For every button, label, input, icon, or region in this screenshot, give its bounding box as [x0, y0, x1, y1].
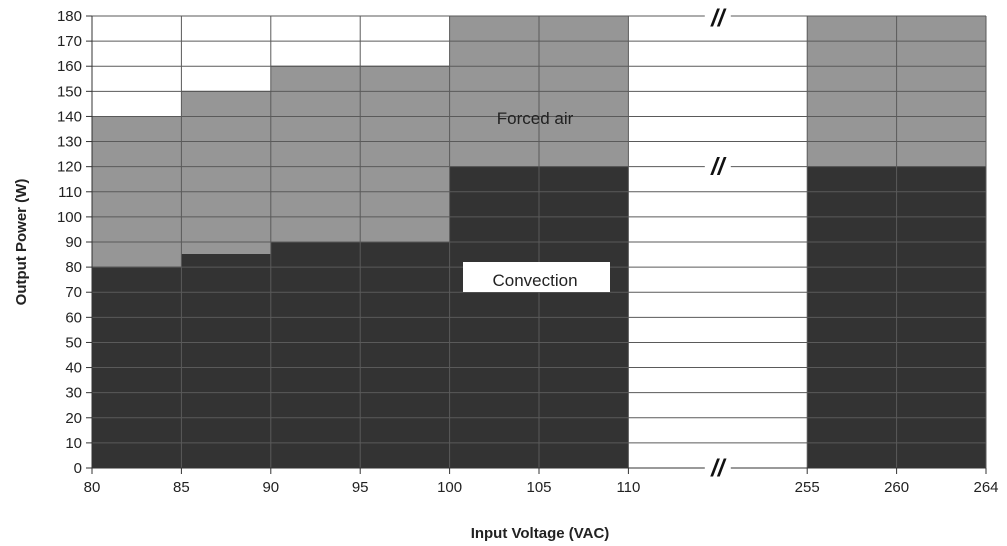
y-tick-label: 100: [57, 209, 82, 226]
axis-break-gap: [704, 156, 731, 177]
y-tick-label: 60: [65, 309, 82, 326]
y-tick-label: 170: [57, 33, 82, 50]
y-tick-label: 40: [65, 360, 82, 377]
y-axis: 0 10 20 30 40 50 60 70 80 90 100 110 120 130 140 150 160…: [57, 8, 92, 477]
y-tick-label: 10: [65, 435, 82, 452]
forced-air-label: Forced air: [497, 109, 574, 128]
y-tick-label: 50: [65, 334, 82, 351]
axis-break-mark: //: [710, 455, 727, 482]
annotations: Forced air Convection: [463, 109, 610, 292]
y-tick-label: 180: [57, 8, 82, 25]
axis-breaks: // // //: [704, 5, 731, 482]
x-tick-label: 255: [795, 479, 820, 496]
y-tick-label: 130: [57, 134, 82, 151]
axis-break-mark: //: [710, 154, 727, 181]
x-tick-label: 90: [262, 479, 279, 496]
y-tick-label: 140: [57, 108, 82, 125]
x-axis-title: Input Voltage (VAC): [471, 525, 610, 542]
convection-label-box: [463, 262, 610, 292]
x-tick-label: 264: [973, 479, 998, 496]
y-tick-label: 0: [74, 460, 82, 477]
x-tick-label: 260: [884, 479, 909, 496]
y-tick-label: 20: [65, 410, 82, 427]
convection-bar: [181, 254, 271, 468]
y-tick-label: 70: [65, 284, 82, 301]
y-tick-label: 110: [58, 184, 82, 201]
y-tick-label: 120: [57, 159, 82, 176]
y-tick-label: 150: [57, 83, 82, 100]
x-tick-label: 95: [352, 479, 369, 496]
x-tick-label: 85: [173, 479, 190, 496]
x-axis: 80 85 90 95 100 105 110 255 260 264: [84, 468, 999, 496]
x-tick-label: 80: [84, 479, 101, 496]
y-tick-label: 160: [57, 58, 82, 75]
gridlines: [86, 15, 987, 474]
y-tick-label: 90: [65, 234, 82, 251]
x-tick-label: 100: [437, 479, 462, 496]
axis-break-gap: [704, 458, 731, 478]
x-tick-label: 105: [526, 479, 551, 496]
x-tick-label: 110: [616, 479, 640, 496]
axis-break-gap: [704, 8, 731, 28]
y-tick-label: 30: [65, 385, 82, 402]
y-tick-label: 80: [65, 259, 82, 276]
axis-break-mark: //: [710, 5, 727, 32]
convection-label: Convection: [492, 271, 577, 290]
y-axis-title: Output Power (W): [13, 179, 30, 306]
